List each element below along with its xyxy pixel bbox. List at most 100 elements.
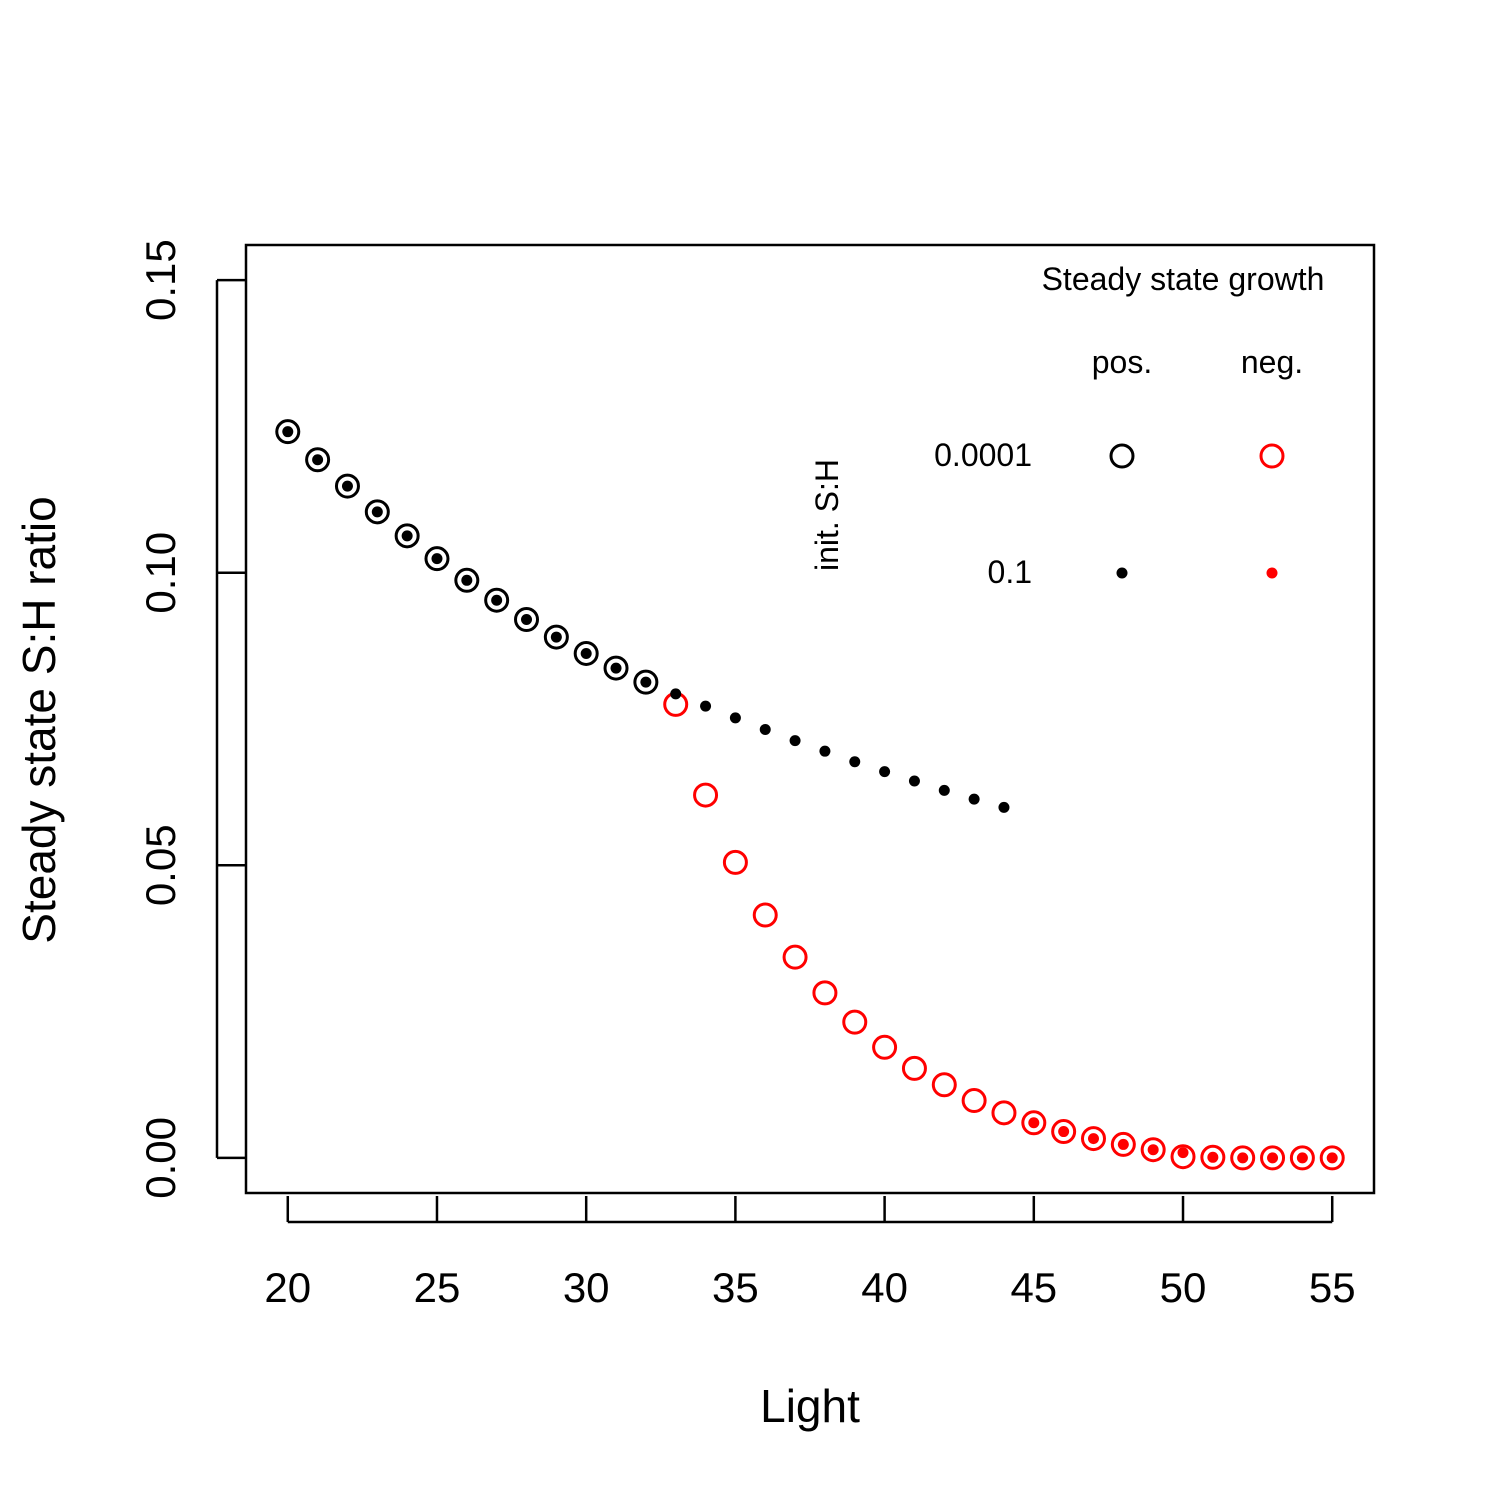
data-point-open xyxy=(364,499,390,525)
data-point-dot xyxy=(1147,1144,1159,1156)
data-point-open xyxy=(334,473,360,499)
data-point-open xyxy=(305,447,331,473)
data-point-dot xyxy=(938,784,950,796)
data-point-open xyxy=(693,782,719,808)
data-point-open xyxy=(514,607,540,633)
data-point-dot xyxy=(1237,1152,1249,1164)
data-point-dot xyxy=(521,614,533,626)
data-point-open xyxy=(603,655,629,681)
data-point-open xyxy=(1230,1145,1256,1171)
data-point-dot xyxy=(1177,1147,1189,1159)
x-tick-label: 30 xyxy=(563,1264,610,1311)
data-point-dot xyxy=(789,735,801,747)
x-tick-label: 45 xyxy=(1010,1264,1057,1311)
data-point-open xyxy=(275,419,301,445)
data-point-dot xyxy=(1028,1117,1040,1129)
y-tick-label: 0.15 xyxy=(137,239,184,321)
data-point-dot xyxy=(849,756,861,768)
data-point-open xyxy=(573,640,599,666)
data-point-open xyxy=(1289,1145,1315,1171)
data-point-dot xyxy=(1267,1152,1279,1164)
data-point-open xyxy=(991,1100,1017,1126)
data-point-open xyxy=(1170,1144,1196,1170)
legend-row-axis-label: init. S:H xyxy=(809,459,845,571)
data-point-dot xyxy=(580,647,592,659)
data-point-open xyxy=(454,567,480,593)
data-point-open xyxy=(1080,1126,1106,1152)
data-point-dot xyxy=(729,712,741,724)
data-point-dot xyxy=(1058,1126,1070,1138)
data-point-dot xyxy=(610,662,622,674)
data-point-dot xyxy=(670,688,682,700)
data-point-open xyxy=(1051,1119,1077,1145)
y-tick-label: 0.05 xyxy=(137,824,184,906)
x-tick-label: 50 xyxy=(1160,1264,1207,1311)
x-tick-label: 55 xyxy=(1309,1264,1356,1311)
x-tick-label: 35 xyxy=(712,1264,759,1311)
data-point-dot xyxy=(1296,1152,1308,1164)
data-point-dot xyxy=(1117,1138,1129,1150)
data-point-dot xyxy=(700,700,712,712)
data-point-open xyxy=(812,980,838,1006)
legend-marker-pos-dot xyxy=(1116,567,1128,579)
data-point-open xyxy=(722,849,748,875)
data-point-open xyxy=(484,587,510,613)
data-point-dot xyxy=(371,506,383,518)
x-tick-label: 40 xyxy=(861,1264,908,1311)
data-point-open xyxy=(1260,1145,1286,1171)
data-point-open xyxy=(872,1034,898,1060)
data-point-dot xyxy=(491,594,503,606)
data-point-dot xyxy=(341,480,353,492)
legend-row-label-0: 0.0001 xyxy=(934,437,1032,473)
data-point-dot xyxy=(908,775,920,787)
x-tick-label: 20 xyxy=(264,1264,311,1311)
axes: 20 25 30 35 40 45 50 55 0.00 0.05 0.10 0.15 xyxy=(137,239,1356,1311)
data-point-open xyxy=(394,523,420,549)
data-point-open xyxy=(633,669,659,695)
data-point-dot xyxy=(998,801,1010,813)
legend-marker-pos-open-circle xyxy=(1109,443,1135,469)
data-point-open xyxy=(1140,1137,1166,1163)
data-point-open xyxy=(424,546,450,572)
data-point-open xyxy=(1319,1145,1345,1171)
data-point-dot xyxy=(431,553,443,565)
legend-header-pos: pos. xyxy=(1092,344,1152,380)
data-point-open xyxy=(842,1009,868,1035)
legend: Steady state growth pos. neg. 0.0001 0.1… xyxy=(809,261,1324,590)
data-point-open xyxy=(931,1072,957,1098)
data-point-dot xyxy=(1087,1133,1099,1145)
data-points xyxy=(275,419,1345,1171)
y-tick-label: 0.10 xyxy=(137,532,184,614)
legend-marker-neg-open-circle xyxy=(1259,443,1285,469)
data-point-dot xyxy=(879,766,891,778)
plot-border xyxy=(244,243,1376,1195)
data-point-dot xyxy=(461,574,473,586)
x-axis-title: Light xyxy=(760,1380,860,1432)
data-point-open xyxy=(901,1055,927,1081)
data-point-open xyxy=(961,1088,987,1114)
data-point-dot xyxy=(1326,1152,1338,1164)
data-point-dot xyxy=(819,745,831,757)
data-point-dot xyxy=(401,530,413,542)
data-point-dot xyxy=(550,631,562,643)
data-point-open xyxy=(1021,1110,1047,1136)
data-point-open xyxy=(543,624,569,650)
legend-header-neg: neg. xyxy=(1241,344,1303,380)
plot-frame xyxy=(244,243,1376,1195)
data-point-dot xyxy=(312,454,324,466)
data-point-dot xyxy=(282,426,294,438)
data-point-dot xyxy=(759,724,771,736)
data-point-open xyxy=(1110,1131,1136,1157)
y-tick-label: 0.00 xyxy=(137,1117,184,1199)
data-point-open xyxy=(752,902,778,928)
legend-title: Steady state growth xyxy=(1042,261,1325,297)
legend-marker-neg-dot xyxy=(1266,567,1278,579)
data-point-open xyxy=(782,944,808,970)
data-point-dot xyxy=(640,676,652,688)
x-tick-label: 25 xyxy=(414,1264,461,1311)
data-point-open xyxy=(1200,1144,1226,1170)
y-axis-title: Steady state S:H ratio xyxy=(13,496,65,943)
data-point-dot xyxy=(1207,1151,1219,1163)
data-point-dot xyxy=(968,793,980,805)
